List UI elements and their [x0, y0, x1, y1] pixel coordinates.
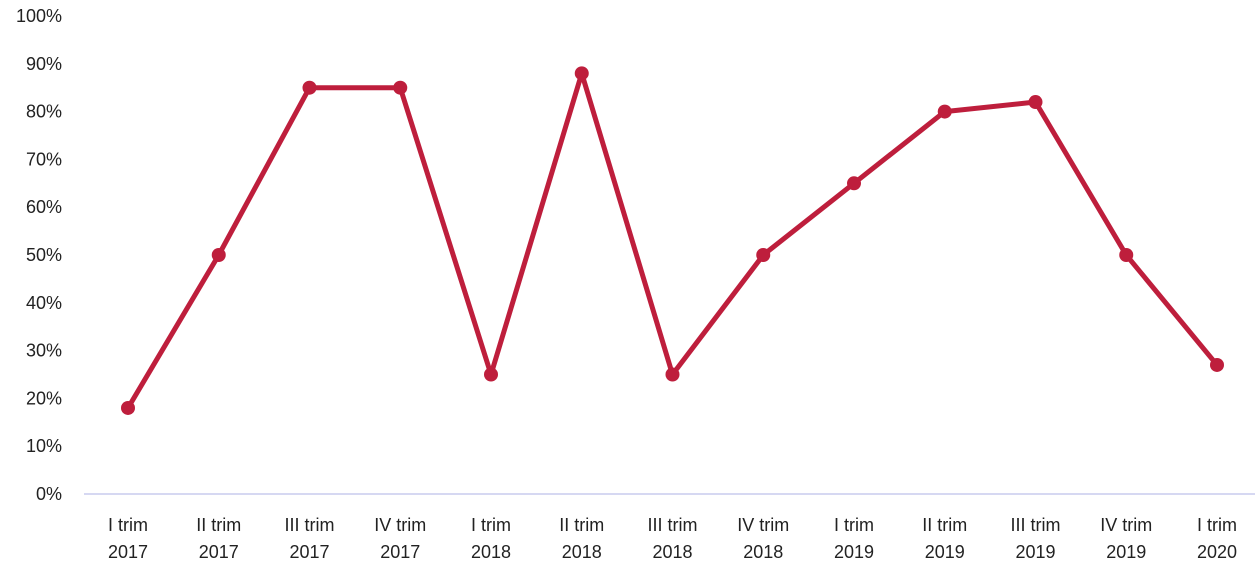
data-point	[574, 66, 589, 81]
x-tick-label: II trim 2017	[196, 515, 241, 562]
x-tick-label-quarter: II trim	[559, 515, 604, 535]
x-tick-label: I trim 2020	[1197, 515, 1237, 562]
x-tick-label: II trim 2019	[922, 515, 967, 562]
x-tick-label-quarter: IV trim	[737, 515, 789, 535]
x-tick-label-year: 2017	[380, 542, 420, 562]
x-tick-label-year: 2019	[1106, 542, 1146, 562]
y-tick-label: 20%	[26, 388, 62, 408]
x-tick-label-year: 2018	[471, 542, 511, 562]
y-tick-label: 10%	[26, 436, 62, 456]
x-tick-label-year: 2019	[1015, 542, 1055, 562]
x-tick-label: III trim 2018	[648, 515, 698, 562]
x-tick-label-quarter: II trim	[922, 515, 967, 535]
data-point	[665, 367, 680, 382]
data-point	[1028, 95, 1043, 110]
x-tick-label-year: 2017	[289, 542, 329, 562]
x-tick-label-year: 2018	[743, 542, 783, 562]
y-tick-label: 40%	[26, 293, 62, 313]
x-tick-label-year: 2019	[834, 542, 874, 562]
x-tick-label-quarter: III trim	[648, 515, 698, 535]
x-tick-label-quarter: I trim	[1197, 515, 1237, 535]
data-point	[937, 104, 952, 119]
x-tick-label-quarter: I trim	[108, 515, 148, 535]
y-tick-label: 30%	[26, 341, 62, 361]
x-tick-label-quarter: III trim	[1011, 515, 1061, 535]
data-point	[756, 248, 771, 262]
data-point	[393, 80, 408, 95]
series-layer	[121, 66, 1224, 415]
y-tick-label: 60%	[26, 197, 62, 217]
x-tick-label: IV trim 2017	[374, 515, 426, 562]
x-tick-label-quarter: I trim	[471, 515, 511, 535]
x-tick-label-year: 2017	[108, 542, 148, 562]
x-tick-label-quarter: I trim	[834, 515, 874, 535]
y-axis-ticks: 0% 10% 20% 30% 40% 50% 60% 70% 80% 90% 100%	[16, 6, 62, 504]
data-point	[847, 176, 861, 191]
y-tick-label: 70%	[26, 149, 62, 169]
x-tick-label-year: 2018	[652, 542, 692, 562]
data-point	[1210, 357, 1224, 372]
data-point	[302, 80, 317, 95]
data-point	[211, 248, 226, 262]
x-tick-label-year: 2019	[925, 542, 965, 562]
x-tick-label-quarter: III trim	[285, 515, 335, 535]
y-tick-label: 50%	[26, 245, 62, 265]
x-tick-label-year: 2017	[199, 542, 239, 562]
x-tick-label: I trim 2019	[834, 515, 874, 562]
series-line	[125, 70, 1220, 411]
data-point	[484, 367, 498, 382]
data-point	[1119, 248, 1134, 262]
x-tick-label-year: 2020	[1197, 542, 1237, 562]
x-tick-label: I trim 2018	[471, 515, 511, 562]
x-tick-label: II trim 2018	[559, 515, 604, 562]
x-tick-label-year: 2018	[562, 542, 602, 562]
x-tick-label-quarter: IV trim	[374, 515, 426, 535]
y-tick-label: 0%	[36, 484, 62, 504]
x-tick-label: IV trim 2018	[737, 515, 789, 562]
y-tick-label: 80%	[26, 102, 62, 122]
y-tick-label: 90%	[26, 54, 62, 74]
y-tick-label: 100%	[16, 6, 62, 26]
x-tick-label: III trim 2017	[285, 515, 335, 562]
x-tick-label: I trim 2017	[108, 515, 148, 562]
x-tick-label: IV trim 2019	[1100, 515, 1152, 562]
x-tick-label-quarter: IV trim	[1100, 515, 1152, 535]
x-tick-label-quarter: II trim	[196, 515, 241, 535]
x-tick-label: III trim 2019	[1011, 515, 1061, 562]
data-point	[121, 400, 135, 415]
